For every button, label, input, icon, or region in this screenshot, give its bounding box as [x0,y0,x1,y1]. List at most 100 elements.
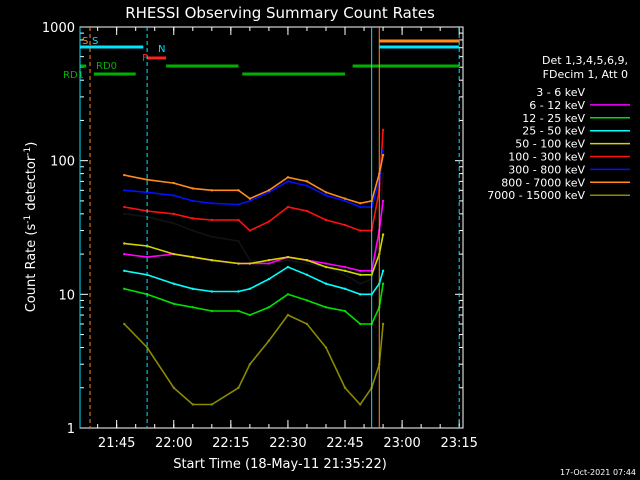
series-point-1 [343,265,347,269]
series-point-8 [172,386,175,389]
series-point-3 [381,269,385,272]
series-point-7 [381,153,385,157]
series-point-3 [210,290,214,293]
y-axis-label-mid: detector [24,155,39,215]
series-point-5 [381,128,385,132]
series-point-8 [248,363,252,366]
series-point-4 [343,269,347,272]
series-point-8 [145,346,149,349]
series-point-2 [324,306,328,309]
axes: 1 10 100 1000 21:45 22:00 22:15 22:30 22:45 23:00… [42,21,478,451]
series-point-0 [172,222,175,225]
series-point-7 [145,178,149,181]
series-point-3 [267,277,271,281]
y-tick-label: 10 [58,288,75,303]
series-point-1 [381,199,385,203]
series-point-6 [267,191,271,194]
series-point-4 [172,252,175,256]
series-point-3 [286,265,290,269]
flag-markers: S S NF RD0 RD1 [63,27,460,428]
series-point-4 [191,255,194,259]
y-axis-label-sup2: -1 [23,147,33,156]
series-point-0 [359,282,362,285]
series-point-8 [359,403,362,406]
series-point-8 [381,322,385,326]
series-point-7 [123,173,126,177]
y-axis-label-end: ) [24,142,39,147]
series-point-4 [248,262,252,265]
legend-title-line-1: Det 1,3,4,5,6,9, [542,54,628,67]
series-point-6 [343,199,347,203]
x-tick-label: 23:00 [383,436,420,451]
series-point-0 [191,229,194,232]
series-point-1 [267,262,271,265]
series-point-6 [210,202,214,205]
series-point-5 [172,212,175,216]
series-point-4 [267,259,271,262]
series-point-7 [237,189,240,192]
series-point-7 [191,187,194,190]
series-point-2 [172,302,175,305]
series-point-0 [248,259,252,262]
series-point-4 [286,255,290,259]
series-point-4 [237,262,240,265]
series-point-8 [191,403,194,406]
series-line-3 [124,266,384,296]
flag-label-0: S [82,36,88,47]
series-point-2 [248,313,252,317]
series-line-4 [124,234,384,276]
series-point-7 [286,176,290,179]
x-tick-label: 22:45 [326,436,363,451]
legend-label-5: 100 - 300 keV [508,151,585,164]
legend-label-7: 800 - 7000 keV [501,176,585,189]
series-point-3 [172,282,175,285]
series-point-0 [237,239,240,243]
series-point-0 [305,262,309,265]
series-point-3 [248,287,252,291]
series-point-2 [123,287,126,291]
series-point-4 [381,233,385,236]
y-axis-label: Count Rate (s-1 detector-1) [23,142,39,313]
series-point-6 [123,189,126,192]
legend-label-3: 25 - 50 keV [522,125,585,138]
series-point-5 [267,220,271,223]
legend-title-line-2: FDecim 1, Att 0 [543,68,628,81]
series-point-2 [381,282,385,285]
series-point-0 [286,259,290,262]
series-point-4 [359,273,362,277]
series-point-3 [237,290,240,293]
series-point-7 [343,197,347,200]
series-point-3 [123,269,126,272]
series-point-5 [210,218,214,222]
series-point-5 [343,223,347,227]
series-point-7 [172,181,175,185]
series-point-8 [237,386,240,389]
series-point-2 [237,309,240,313]
series-point-0 [210,235,214,238]
legend-label-8: 7000 - 15000 keV [487,189,585,202]
chart-title: RHESSI Observing Summary Count Rates [125,4,435,22]
series-point-2 [191,306,194,309]
series-point-3 [343,287,347,291]
series-point-8 [210,403,214,406]
series-point-5 [237,218,240,222]
series-point-8 [324,346,328,349]
series-line-8 [123,313,384,406]
series-point-0 [343,273,347,277]
series-point-5 [286,205,290,209]
series-point-6 [248,199,252,203]
series-point-7 [267,189,271,192]
series-point-5 [305,209,309,213]
series-point-7 [324,191,328,194]
legend-label-1: 6 - 12 keV [529,99,585,112]
series-point-2 [359,322,362,326]
series-point-5 [324,218,328,222]
series-point-5 [359,229,362,232]
series-point-3 [191,287,194,291]
series-line-2 [124,283,384,325]
series-point-3 [324,282,328,285]
series-point-7 [305,180,309,183]
x-tick-label: 22:30 [269,436,306,451]
series-line-6 [124,150,384,208]
